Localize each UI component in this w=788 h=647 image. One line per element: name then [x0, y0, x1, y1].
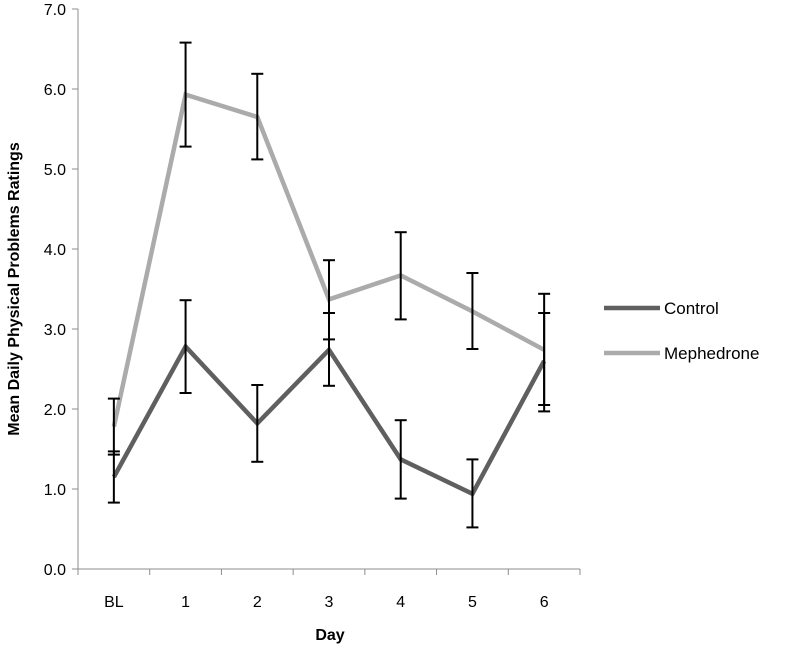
- y-tick-label: 4.0: [44, 242, 66, 259]
- error-bar-control: [179, 299, 192, 394]
- error-bar-control: [394, 419, 407, 500]
- y-tick-label: 0.0: [44, 562, 66, 579]
- y-tick-label: 2.0: [44, 402, 66, 419]
- axes: [77, 9, 580, 570]
- x-tick-label: 2: [253, 594, 262, 611]
- legend-label: Control: [664, 299, 719, 318]
- legend-label: Mephedrone: [664, 344, 759, 363]
- y-axis-title: Mean Daily Physical Problems Ratings: [6, 142, 23, 436]
- legend: Control Mephedrone: [604, 299, 759, 363]
- y-tick-label: 6.0: [44, 82, 66, 99]
- legend-item-mephedrone: Mephedrone: [604, 344, 759, 363]
- error-bar-control: [466, 458, 479, 529]
- x-tick-label: BL: [104, 594, 124, 611]
- x-tick-label: 3: [325, 594, 334, 611]
- x-tick-label: 6: [540, 594, 549, 611]
- error-bar-control: [323, 312, 335, 387]
- y-tick-label: 7.0: [44, 2, 66, 19]
- error-bar-control: [107, 450, 120, 504]
- error-bar-control: [538, 312, 551, 413]
- error-bar-mephedrone: [394, 231, 407, 321]
- error-bar-control: [251, 384, 264, 463]
- y-tick-label: 3.0: [44, 322, 66, 339]
- x-tick-label: 1: [181, 594, 190, 611]
- x-tick-label: 4: [396, 594, 405, 611]
- y-axis-ticks: 0.0 1.0 2.0 3.0 4.0 5.0 6.0 7.0: [44, 2, 78, 579]
- error-bar-mephedrone: [179, 41, 192, 148]
- x-axis-title: Day: [315, 627, 344, 644]
- series-group: [107, 41, 551, 529]
- y-tick-label: 1.0: [44, 482, 66, 499]
- error-bar-mephedrone: [251, 72, 264, 161]
- x-tick-label: 5: [468, 594, 477, 611]
- legend-item-control: Control: [604, 299, 719, 318]
- x-axis-ticks: BL 1 2 3 4 5 6: [77, 569, 581, 611]
- y-tick-label: 5.0: [44, 162, 66, 179]
- error-bar-mephedrone: [466, 272, 479, 350]
